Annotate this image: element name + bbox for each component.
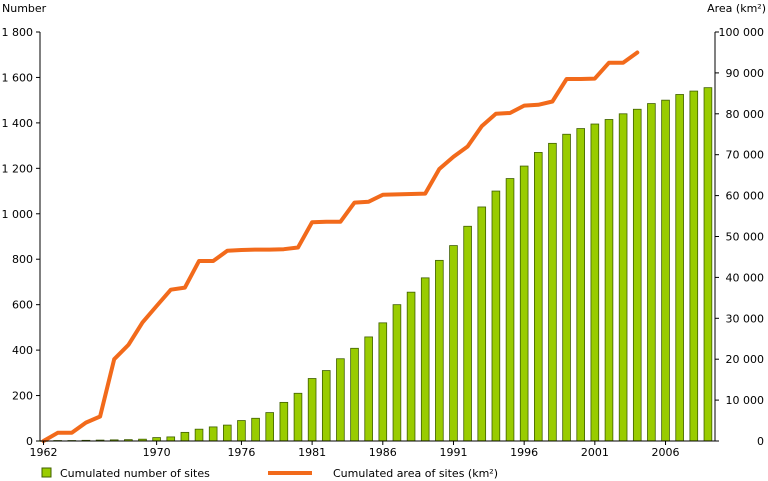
bar-1990 [435, 259, 444, 442]
y-right-tick-label: 80 000 [726, 108, 765, 121]
bar-1983 [336, 358, 345, 442]
x-tick-label: 2006 [652, 446, 680, 459]
bar-1994 [491, 190, 501, 442]
y-right-tick-label: 40 000 [726, 271, 765, 284]
bar-1978 [265, 412, 274, 442]
y-right-axis-title: Area (km²) [707, 2, 766, 15]
bar-2002 [604, 119, 614, 442]
bar-2008 [689, 90, 699, 442]
bar-1991 [449, 245, 458, 442]
bar-2004 [632, 108, 642, 442]
y-right-tick-label: 20 000 [726, 353, 765, 366]
y-left-tick-label: 200 [12, 390, 33, 403]
y-right-tick-label: 90 000 [726, 67, 765, 80]
y-left-axis-title: Number [2, 2, 47, 15]
bar-1995 [505, 178, 515, 442]
area-line [41, 50, 640, 443]
x-tick-label: 1986 [369, 446, 397, 459]
bar-1989 [420, 277, 430, 442]
x-tick-label: 2001 [581, 446, 609, 459]
y-left-tick-label: 1 200 [2, 162, 34, 175]
y-left-ticks: 0 200 400 600 800 1 000 1 200 1 400 1 600 1 800 [2, 26, 40, 448]
bar-1981 [307, 378, 317, 442]
bar-2009 [703, 87, 713, 442]
bar-1970 [152, 437, 161, 442]
bar-1998 [548, 142, 557, 442]
y-left-tick-label: 400 [12, 344, 33, 357]
bar-1973 [194, 428, 204, 442]
bar-2000 [576, 128, 585, 442]
x-ticks: 1962 1970 1976 1981 1986 1991 1996 2001 2006 [30, 441, 680, 459]
y-left-tick-label: 1 800 [2, 26, 34, 39]
y-right-tick-label: 50 000 [726, 231, 765, 244]
x-tick-label: 1981 [298, 446, 326, 459]
y-right-tick-label: 30 000 [726, 312, 765, 325]
bar-series [39, 87, 713, 442]
legend: Cumulated number of sites Cumulated area… [41, 467, 498, 480]
bar-1993 [477, 206, 487, 442]
x-tick-label: 1970 [143, 446, 171, 459]
bar-1988 [406, 291, 416, 442]
y-right-tick-label: 60 000 [726, 190, 765, 203]
y-right-tick-label: 0 [757, 435, 764, 448]
bar-1977 [251, 417, 260, 442]
bar-1992 [463, 225, 472, 442]
x-tick-label: 1962 [30, 446, 58, 459]
bar-2001 [590, 123, 600, 442]
bar-1975 [223, 424, 232, 442]
y-right-tick-label: 100 000 [719, 26, 765, 39]
y-right-ticks: 0 10 000 20 000 30 000 40 000 50 000 60 000 70 … [715, 26, 764, 448]
bar-1985 [364, 336, 373, 442]
x-tick-label: 1976 [227, 446, 255, 459]
bar-1997 [534, 152, 543, 442]
y-left-tick-label: 1 000 [2, 208, 34, 221]
y-right-tick-label: 10 000 [726, 394, 765, 407]
y-left-tick-label: 1 600 [2, 71, 34, 84]
x-tick-label: 1991 [439, 446, 467, 459]
bar-1974 [208, 426, 218, 442]
axes [39, 32, 716, 442]
y-left-tick-label: 1 400 [2, 117, 34, 130]
y-left-tick-label: 800 [12, 253, 33, 266]
bar-1984 [350, 347, 359, 442]
bar-1972 [180, 431, 190, 442]
bar-1987 [392, 304, 402, 442]
bar-1982 [321, 370, 331, 442]
bar-1999 [562, 133, 571, 442]
line-series [41, 50, 640, 443]
y-left-tick-label: 600 [12, 299, 33, 312]
bar-2005 [647, 103, 656, 442]
legend-bar-label: Cumulated number of sites [60, 467, 210, 480]
legend-line-label: Cumulated area of sites (km²) [333, 467, 498, 480]
bar-1986 [378, 322, 388, 442]
bar-2007 [675, 94, 684, 442]
bar-1976 [237, 420, 246, 442]
y-left-tick-label: 0 [26, 435, 33, 448]
bar-1979 [279, 401, 289, 442]
bar-1971 [166, 436, 176, 442]
x-tick-label: 1996 [510, 446, 538, 459]
bar-1980 [293, 392, 303, 442]
bar-1996 [519, 165, 529, 442]
legend-bar-swatch [41, 467, 52, 478]
bar-2006 [661, 99, 670, 442]
y-right-tick-label: 70 000 [726, 149, 765, 162]
bar-2003 [618, 113, 628, 442]
